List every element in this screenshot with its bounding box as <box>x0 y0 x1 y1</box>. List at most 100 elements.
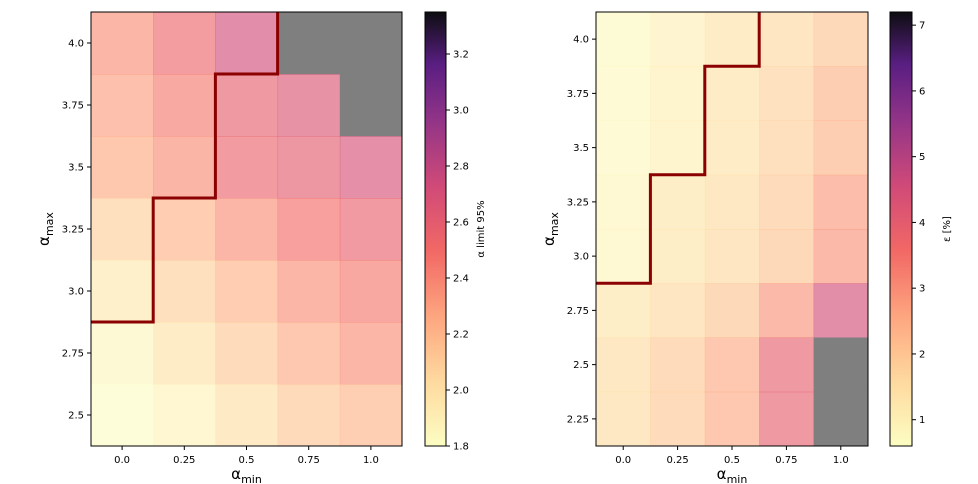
heatmap-cell <box>704 229 760 284</box>
heatmap-cell <box>759 66 815 121</box>
y-tick-label: 2.5 <box>573 360 589 371</box>
colorbar-tick-label: 2.4 <box>453 274 469 285</box>
heatmap-cell <box>91 74 154 137</box>
y-tick-label: 4.0 <box>68 39 84 50</box>
y-tick-label: 3.25 <box>62 225 84 236</box>
colorbar-tick-label: 1 <box>919 415 925 426</box>
colorbar-tick-label: 3 <box>919 284 925 295</box>
colorbar-tick-label: 4 <box>919 218 925 229</box>
y-tick-label: 3.25 <box>567 197 589 208</box>
heatmap-cell <box>596 66 651 121</box>
heatmap-cell <box>759 229 815 284</box>
heatmap-cell <box>759 391 815 447</box>
y-tick-label: 3.0 <box>573 252 589 263</box>
panel-alpha-limit: 0.0 0.25 0.5 0.75 1.0 4.0 3.75 3.5 3.25 3.0 2.75 2.… <box>35 11 487 484</box>
heatmap-cell <box>813 12 869 67</box>
heatmap-cell <box>704 66 760 121</box>
heatmap-cell <box>704 174 760 230</box>
heatmap-cell <box>339 74 403 137</box>
y-tick-label: 3.75 <box>567 89 589 100</box>
heatmap-cell <box>91 384 154 447</box>
panel-epsilon: 0.0 0.25 0.5 0.75 1.0 4.0 3.75 3.5 3.25 3.0 2.75 2.… <box>540 11 953 484</box>
colorbar-tick-label: 5 <box>919 152 925 163</box>
heatmap-cell <box>215 12 279 75</box>
colorbar-label: α limit 95% <box>476 200 487 257</box>
heatmap-cell <box>650 66 706 121</box>
colorbar-tick-label: 1.8 <box>453 442 469 453</box>
heatmap-cell <box>339 198 403 261</box>
colorbar-tick-label: 3.0 <box>453 106 469 117</box>
heatmap-cell <box>650 229 706 284</box>
colorbar-tick-label: 2.6 <box>453 218 469 229</box>
heatmap-cell <box>650 283 706 338</box>
y-axis-label: αmax <box>540 212 561 246</box>
heatmap-cell <box>215 260 279 323</box>
y-tick-label: 2.25 <box>567 414 589 425</box>
colorbar-frame <box>424 11 447 447</box>
y-tick-label: 4.0 <box>573 35 589 46</box>
heatmap-cell <box>277 12 341 75</box>
x-axis-label: αmin <box>231 465 262 484</box>
colorbar-label: ε [%] <box>942 216 953 242</box>
y-tick-label: 2.75 <box>567 306 589 317</box>
x-axis-label: αmin <box>717 465 748 484</box>
colorbar <box>890 12 912 446</box>
heatmap-cell <box>91 198 154 261</box>
heatmap-cell <box>91 322 154 385</box>
heatmap-cell <box>759 120 815 176</box>
heatmap-cell <box>704 391 760 447</box>
heatmap-cell <box>153 260 216 323</box>
y-tick-label: 2.75 <box>62 349 84 360</box>
x-tick-label: 0.5 <box>724 455 740 466</box>
heatmap-cell <box>153 12 216 75</box>
heatmap-cell <box>596 337 651 393</box>
heatmap-cell <box>277 322 341 385</box>
heatmap-cell <box>759 174 815 230</box>
heatmap-cell <box>759 283 815 338</box>
heatmap-cell <box>153 74 216 137</box>
heatmap-cell <box>277 198 341 261</box>
y-tick-label: 3.5 <box>68 163 84 174</box>
y-tick-label: 3.5 <box>573 143 589 154</box>
heatmap-cell <box>339 384 403 447</box>
x-tick-label: 0.5 <box>239 455 255 466</box>
heatmap-cell <box>596 120 651 176</box>
heatmap-cell <box>704 283 760 338</box>
heatmap-cell <box>215 136 279 199</box>
boundary-line <box>91 12 280 324</box>
heatmap-cell <box>813 229 869 284</box>
heatmap-cell <box>91 136 154 199</box>
y-axis-label: αmax <box>35 212 56 246</box>
heatmap-cell <box>91 260 154 323</box>
heatmap-cell <box>277 384 341 447</box>
heatmap-cell <box>215 74 279 137</box>
heatmap-cell <box>215 384 279 447</box>
heatmap-cell <box>813 391 869 447</box>
heatmap-cell <box>704 12 760 67</box>
heatmap-cell <box>759 337 815 393</box>
heatmap-cell <box>596 283 651 338</box>
heatmap-cell <box>277 136 341 199</box>
heatmap-cell <box>153 322 216 385</box>
heatmap-cell <box>339 322 403 385</box>
colorbar-frame <box>889 11 913 447</box>
heatmap-cell <box>596 229 651 284</box>
y-tick-label: 3.0 <box>68 287 84 298</box>
heatmap-cell <box>650 337 706 393</box>
y-tick-label: 3.75 <box>62 101 84 112</box>
colorbar-tick-label: 2.2 <box>453 330 469 341</box>
heatmap-cell <box>596 391 651 447</box>
heatmap-cell <box>813 283 869 338</box>
heatmap-cell <box>650 12 706 67</box>
heatmap-cell <box>704 120 760 176</box>
heatmap-cell <box>650 391 706 447</box>
colorbar-tick-label: 6 <box>919 86 925 97</box>
heatmap-cell <box>215 198 279 261</box>
heatmap-cell <box>277 260 341 323</box>
y-tick-label: 2.5 <box>68 411 84 422</box>
heatmap-cell <box>153 384 216 447</box>
heatmap-cell <box>339 12 403 75</box>
x-tick-label: 0.75 <box>298 455 320 466</box>
heatmap-cell <box>650 174 706 230</box>
heatmap-cell <box>650 120 706 176</box>
